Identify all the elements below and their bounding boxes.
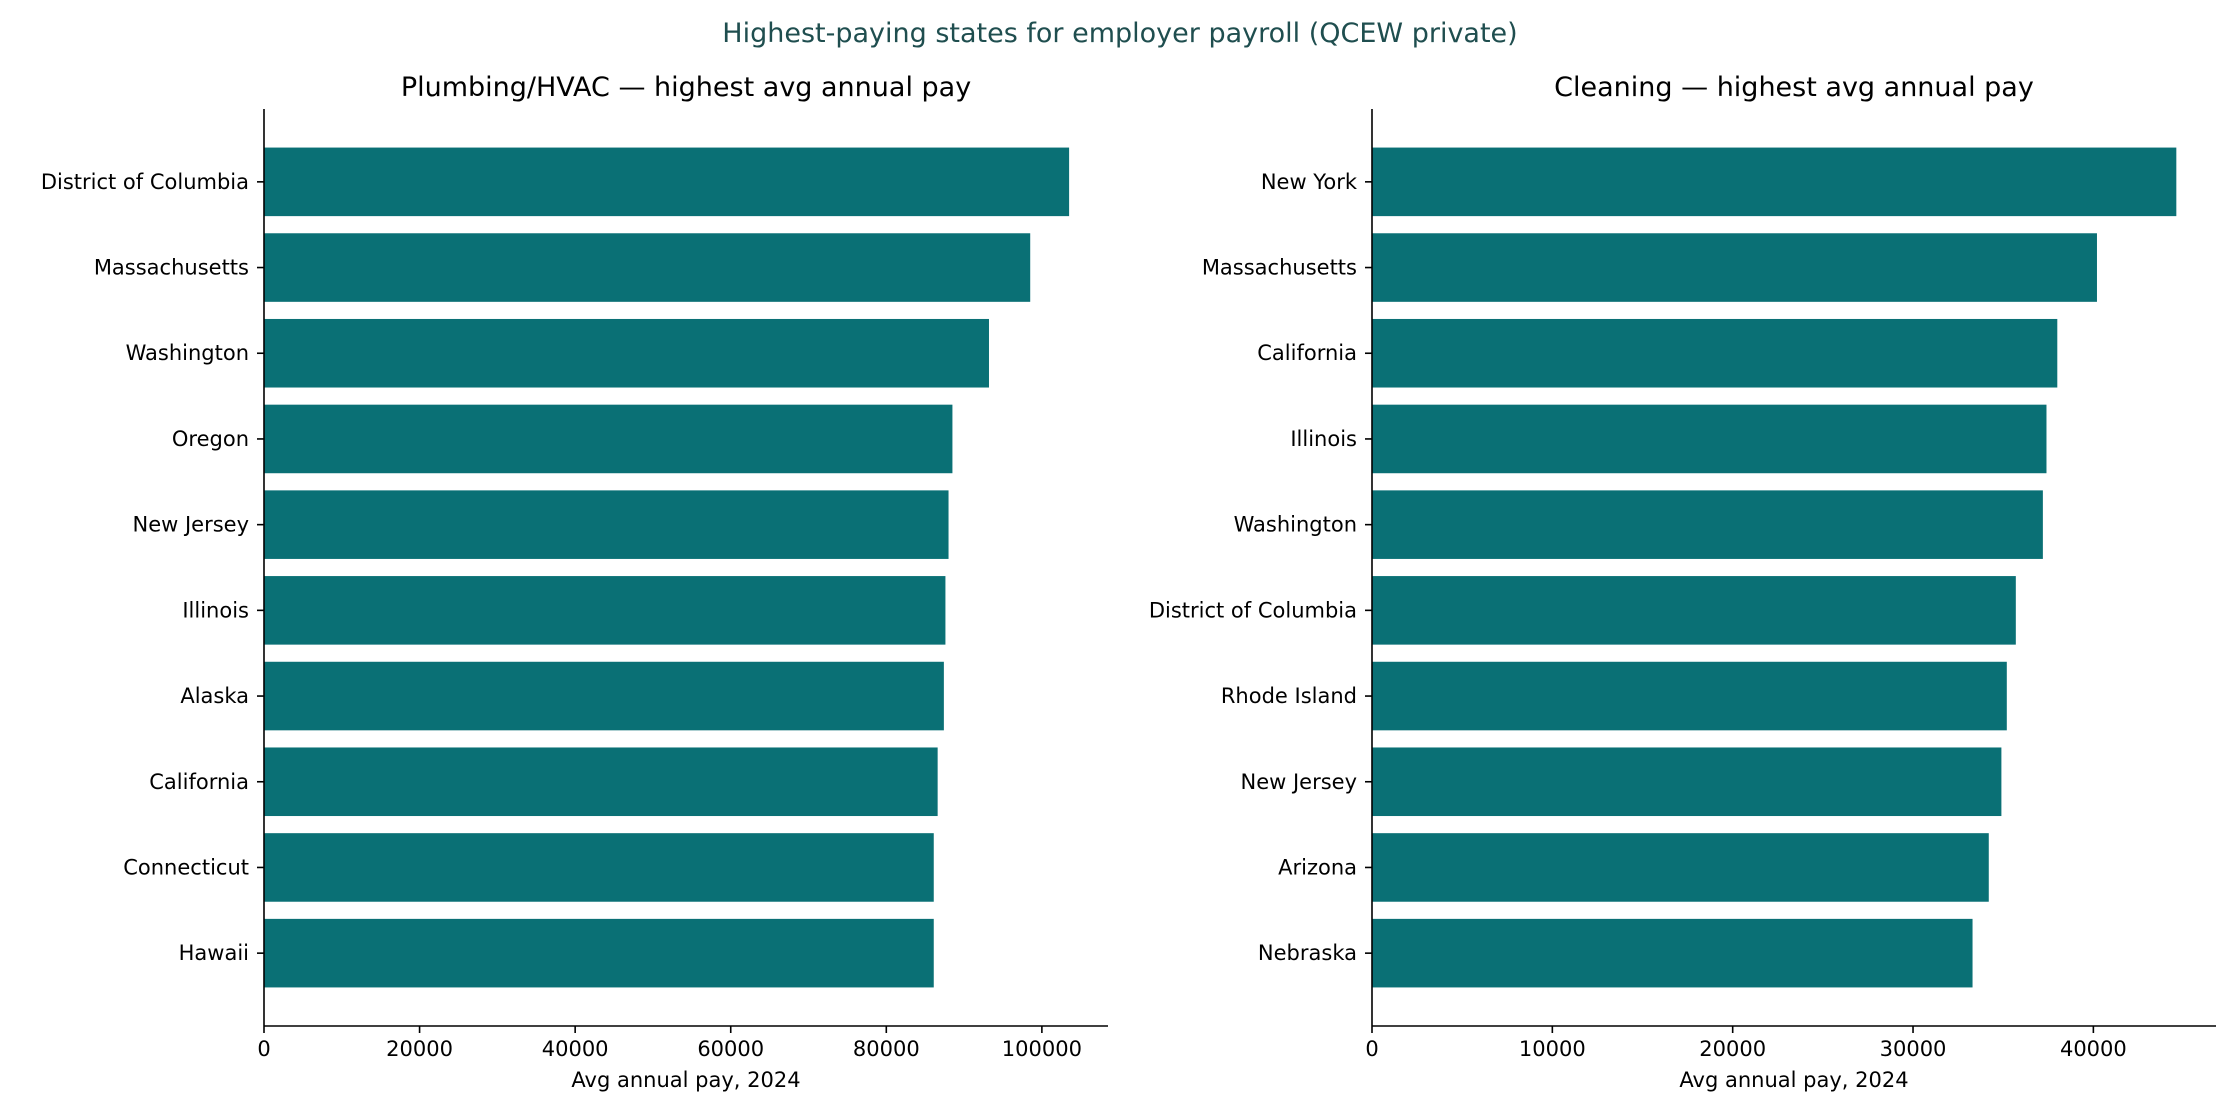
bar	[264, 490, 949, 559]
bar	[1372, 233, 2097, 302]
y-tick-label: Oregon	[172, 427, 249, 451]
bar	[264, 576, 946, 645]
x-tick-label: 30000	[1880, 1037, 1947, 1061]
y-tick-label: New York	[1261, 170, 1358, 194]
bar	[264, 833, 934, 902]
bar	[264, 318, 989, 388]
bar	[1372, 576, 2016, 645]
chart-panel-plumbing-hvac: Plumbing/HVAC — highest avg annual pay Di…	[41, 72, 1108, 1092]
bar	[264, 747, 938, 817]
y-tick-label: Hawaii	[179, 941, 249, 965]
y-tick-label: New Jersey	[1240, 770, 1357, 794]
y-tick-label: Massachusetts	[1202, 256, 1357, 280]
x-tick-label: 40000	[542, 1037, 609, 1061]
bar	[264, 404, 953, 474]
y-tick-label: Illinois	[182, 598, 249, 622]
x-tick-label: 40000	[2060, 1037, 2127, 1061]
bar	[1372, 147, 2177, 217]
x-tick-label: 20000	[1699, 1037, 1766, 1061]
bar	[264, 918, 934, 988]
x-axis-label: Avg annual pay, 2024	[1679, 1068, 1908, 1092]
y-tick-label: Massachusetts	[94, 256, 249, 280]
y-tick-label: District of Columbia	[1149, 598, 1357, 622]
x-tick-label: 20000	[386, 1037, 453, 1061]
chart-panel-cleaning: Cleaning — highest avg annual pay New Yor…	[1149, 72, 2216, 1092]
y-tick-label: California	[1257, 341, 1357, 365]
x-axis-label: Avg annual pay, 2024	[571, 1068, 800, 1092]
bar	[1372, 833, 1989, 902]
bar	[1372, 918, 1973, 988]
y-tick-label: New Jersey	[132, 513, 249, 537]
x-tick-label: 0	[1365, 1037, 1378, 1061]
y-tick-label: Washington	[126, 341, 249, 365]
y-tick-label: California	[149, 770, 249, 794]
y-tick-label: Washington	[1234, 513, 1357, 537]
y-tick-label: Nebraska	[1258, 941, 1357, 965]
x-tick-label: 10000	[1519, 1037, 1586, 1061]
y-tick-label: Illinois	[1290, 427, 1357, 451]
x-tick-label: 100000	[1002, 1037, 1082, 1061]
y-tick-label: Alaska	[180, 684, 249, 708]
y-tick-label: Rhode Island	[1221, 684, 1357, 708]
bar	[1372, 404, 2047, 474]
figure-title: Highest-paying states for employer payro…	[722, 18, 1517, 49]
bar	[1372, 490, 2043, 559]
bar	[264, 233, 1031, 302]
bar	[1372, 747, 2002, 817]
y-tick-label: District of Columbia	[41, 170, 249, 194]
bar	[264, 661, 944, 731]
bar	[1372, 661, 2007, 731]
bar	[1372, 318, 2058, 388]
chart-title: Plumbing/HVAC — highest avg annual pay	[401, 72, 971, 103]
y-tick-label: Arizona	[1278, 855, 1357, 879]
y-tick-label: Connecticut	[123, 855, 249, 879]
x-tick-label: 0	[257, 1037, 270, 1061]
bar	[264, 147, 1070, 217]
x-tick-label: 80000	[853, 1037, 920, 1061]
chart-title: Cleaning — highest avg annual pay	[1554, 72, 2034, 103]
x-tick-label: 60000	[697, 1037, 764, 1061]
